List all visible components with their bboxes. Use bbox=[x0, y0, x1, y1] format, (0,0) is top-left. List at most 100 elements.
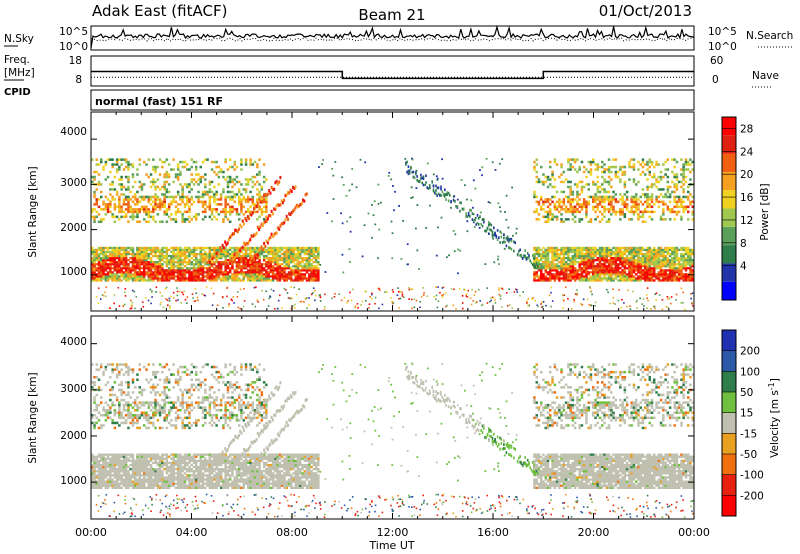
power-cell bbox=[242, 188, 245, 191]
power-cell bbox=[578, 275, 581, 278]
power-cell bbox=[317, 267, 320, 270]
power-cell bbox=[312, 257, 316, 260]
power-cell bbox=[147, 275, 150, 278]
power-cell bbox=[183, 254, 187, 258]
power-cell bbox=[100, 269, 103, 272]
power-cell bbox=[562, 271, 566, 274]
power-cell bbox=[305, 250, 309, 254]
power-cell bbox=[690, 293, 692, 295]
power-cell bbox=[621, 250, 624, 254]
power-cell bbox=[267, 250, 270, 254]
power-cell bbox=[219, 267, 223, 270]
power-cell bbox=[111, 180, 114, 184]
power-cell bbox=[516, 291, 519, 293]
power-cell bbox=[528, 254, 530, 257]
power-cell bbox=[580, 269, 584, 272]
power-cell bbox=[603, 254, 606, 258]
power-cell bbox=[592, 160, 595, 164]
power-cell bbox=[585, 263, 588, 266]
power-cell bbox=[585, 254, 588, 258]
power-cell bbox=[217, 275, 221, 278]
power-cell bbox=[224, 279, 227, 282]
power-cell bbox=[138, 269, 141, 272]
power-cell bbox=[621, 173, 624, 176]
power-cell bbox=[508, 237, 510, 241]
power-cell bbox=[650, 254, 654, 258]
power-cell bbox=[136, 248, 139, 252]
power-cell bbox=[183, 290, 185, 293]
power-cell bbox=[427, 187, 430, 190]
power-cell bbox=[594, 193, 597, 196]
power-cell bbox=[621, 271, 624, 274]
power-cell bbox=[467, 213, 470, 217]
power-cell bbox=[641, 271, 645, 274]
power-cell bbox=[234, 252, 237, 256]
power-cell bbox=[655, 195, 658, 199]
power-cell bbox=[183, 279, 187, 282]
power-cell bbox=[93, 265, 96, 268]
power-cell bbox=[240, 254, 243, 258]
power-cell bbox=[163, 193, 166, 196]
power-cell bbox=[253, 207, 256, 211]
power-cell bbox=[271, 271, 275, 274]
power-cell bbox=[235, 175, 239, 179]
power-cell bbox=[215, 254, 218, 258]
power-cell bbox=[106, 267, 110, 270]
power-cell bbox=[290, 273, 293, 276]
power-cell bbox=[549, 267, 552, 270]
power-cell bbox=[533, 279, 536, 282]
power-cell bbox=[156, 178, 160, 181]
power-cell bbox=[287, 257, 291, 260]
power-cell bbox=[623, 185, 627, 189]
power-cell bbox=[260, 271, 264, 274]
power-cell bbox=[265, 205, 268, 209]
power-cell bbox=[505, 218, 508, 221]
power-cell bbox=[519, 294, 521, 297]
power-cell bbox=[226, 267, 230, 270]
power-cell bbox=[407, 172, 410, 176]
power-cell bbox=[129, 210, 132, 214]
power-cell bbox=[682, 165, 685, 169]
power-cell bbox=[136, 279, 139, 282]
power-cell bbox=[233, 208, 236, 211]
power-cell bbox=[242, 275, 245, 278]
power-cell bbox=[274, 273, 277, 276]
power-cell bbox=[569, 271, 572, 274]
power-cell bbox=[138, 263, 141, 266]
power-cell bbox=[93, 279, 96, 282]
power-cell bbox=[219, 210, 223, 214]
power-cell bbox=[120, 183, 123, 186]
power-cell bbox=[143, 246, 146, 250]
power-cell bbox=[650, 269, 654, 272]
power-cell bbox=[628, 259, 631, 262]
power-cell bbox=[684, 261, 688, 264]
power-cell bbox=[592, 257, 595, 260]
power-cell bbox=[129, 190, 132, 194]
power-cell bbox=[657, 250, 661, 254]
power-cell bbox=[632, 277, 636, 280]
power-cell bbox=[682, 200, 685, 204]
power-cell bbox=[93, 277, 96, 280]
power-cell bbox=[476, 214, 479, 217]
power-cell bbox=[228, 267, 232, 270]
power-cell bbox=[301, 248, 304, 252]
power-cell bbox=[174, 173, 178, 176]
power-cell bbox=[610, 185, 613, 189]
power-cell bbox=[118, 203, 121, 206]
power-cell bbox=[587, 252, 590, 256]
power-cell bbox=[199, 279, 202, 282]
power-cell bbox=[680, 259, 683, 262]
power-cell bbox=[253, 271, 257, 274]
power-cell bbox=[484, 229, 486, 233]
power-cell bbox=[689, 275, 692, 278]
power-cell bbox=[398, 297, 400, 300]
power-cell bbox=[641, 215, 645, 219]
power-cell bbox=[614, 277, 618, 280]
power-cell bbox=[666, 257, 670, 260]
power-cell bbox=[632, 180, 636, 184]
power-cell bbox=[199, 248, 202, 252]
power-cell bbox=[219, 246, 223, 250]
power-cell bbox=[109, 158, 112, 161]
power-cell bbox=[576, 250, 579, 254]
power-cell bbox=[115, 170, 119, 174]
